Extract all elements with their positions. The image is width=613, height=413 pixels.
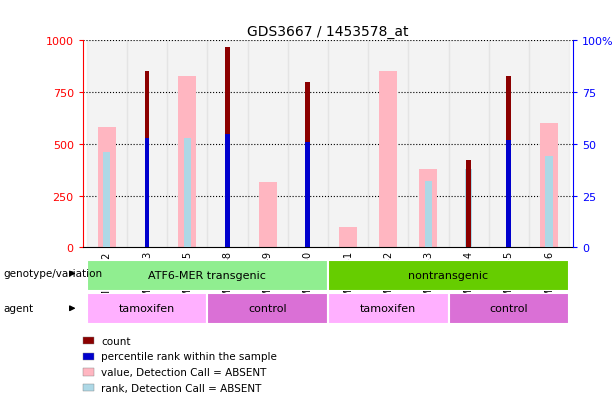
Bar <box>103 153 110 248</box>
Bar <box>425 182 432 248</box>
Bar <box>145 72 150 248</box>
Bar <box>466 161 471 248</box>
Text: ATF6-MER transgenic: ATF6-MER transgenic <box>148 271 266 281</box>
Bar <box>207 293 328 324</box>
Bar <box>98 128 116 248</box>
Bar <box>87 41 127 248</box>
Bar <box>87 293 207 324</box>
Bar <box>328 41 368 248</box>
Text: count: count <box>101 336 131 346</box>
Bar <box>178 76 196 248</box>
Bar <box>248 41 287 248</box>
Bar <box>87 260 328 291</box>
Bar <box>449 41 489 248</box>
Bar <box>127 41 167 248</box>
Bar <box>305 142 310 248</box>
Bar <box>379 72 397 248</box>
Bar <box>546 157 553 248</box>
Bar <box>259 183 276 248</box>
Bar <box>225 47 230 248</box>
Text: tamoxifen: tamoxifen <box>360 304 416 314</box>
Bar <box>419 169 438 248</box>
Bar <box>184 138 191 248</box>
Bar <box>540 124 558 248</box>
Bar <box>167 41 207 248</box>
Title: GDS3667 / 1453578_at: GDS3667 / 1453578_at <box>247 25 409 39</box>
Text: genotype/variation: genotype/variation <box>3 269 102 279</box>
Text: control: control <box>248 304 287 314</box>
Text: agent: agent <box>3 304 33 313</box>
Bar <box>449 293 569 324</box>
Bar <box>529 41 569 248</box>
Bar <box>328 260 569 291</box>
Bar <box>408 41 449 248</box>
Bar <box>207 41 248 248</box>
Bar <box>339 227 357 248</box>
Text: control: control <box>490 304 528 314</box>
Bar <box>368 41 408 248</box>
Text: nontransgenic: nontransgenic <box>408 271 489 281</box>
Bar <box>145 138 150 248</box>
Text: rank, Detection Call = ABSENT: rank, Detection Call = ABSENT <box>101 383 262 393</box>
Bar <box>506 140 511 248</box>
Text: tamoxifen: tamoxifen <box>119 304 175 314</box>
Bar <box>489 41 529 248</box>
Text: percentile rank within the sample: percentile rank within the sample <box>101 351 277 361</box>
Bar <box>225 134 230 248</box>
Bar <box>506 76 511 248</box>
Bar <box>328 293 449 324</box>
Bar <box>465 169 472 248</box>
Bar <box>287 41 328 248</box>
Bar <box>305 83 310 248</box>
Text: value, Detection Call = ABSENT: value, Detection Call = ABSENT <box>101 367 267 377</box>
